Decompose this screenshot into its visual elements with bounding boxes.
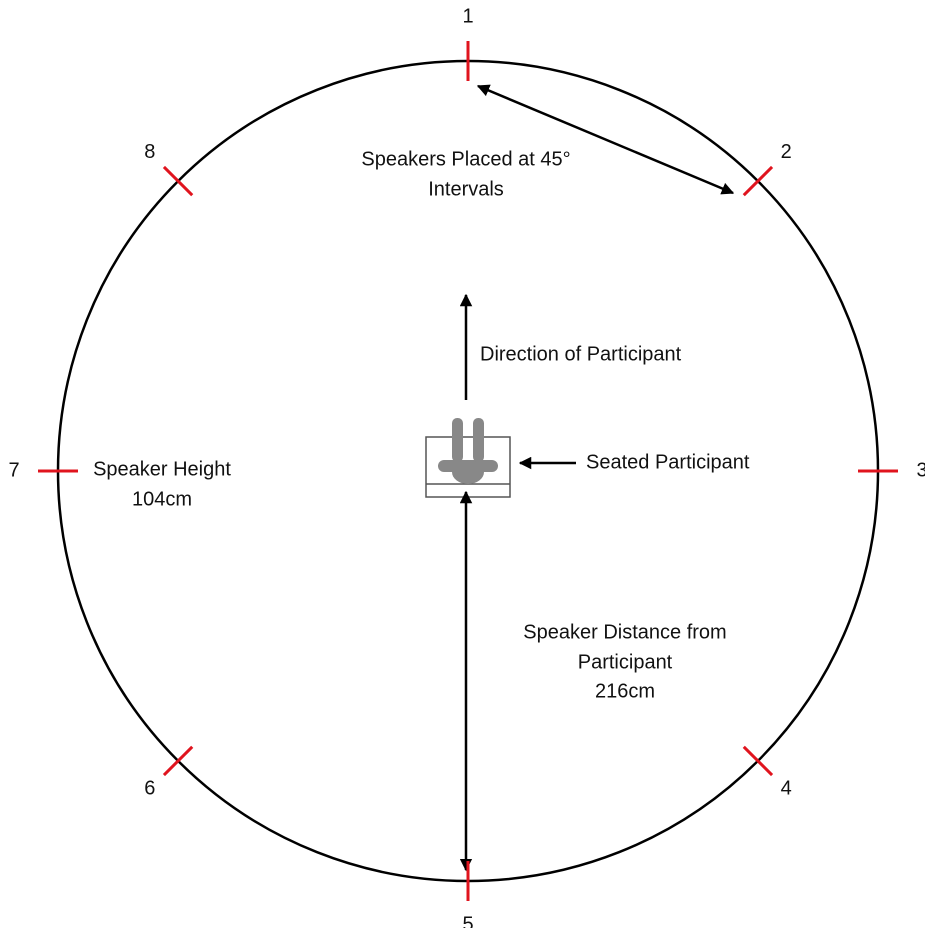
speaker-label: 6 (144, 777, 155, 799)
speaker-label: 2 (781, 141, 792, 163)
speaker-label: 5 (462, 913, 473, 928)
speaker-label: 1 (462, 5, 473, 27)
speaker-label: 4 (781, 777, 792, 799)
annotation: Participant (578, 651, 673, 673)
speaker-label: 3 (916, 459, 925, 481)
annotation: 104cm (132, 488, 192, 510)
speaker-label: 8 (144, 141, 155, 163)
speaker-tick (742, 745, 774, 777)
speaker-tick (162, 165, 194, 197)
speaker-tick (162, 745, 194, 777)
annotation: 216cm (595, 680, 655, 702)
annotation: Speakers Placed at 45° (361, 148, 570, 170)
speaker-tick (742, 165, 774, 197)
annotation: Speaker Height (93, 458, 231, 480)
annotation: Intervals (428, 178, 504, 200)
speaker-label: 7 (8, 459, 19, 481)
annotation: Speaker Distance from (523, 621, 726, 643)
annotation: Seated Participant (586, 451, 750, 473)
interval-arrow (476, 84, 735, 195)
seat-icon (425, 418, 511, 498)
annotation: Direction of Participant (480, 343, 682, 365)
